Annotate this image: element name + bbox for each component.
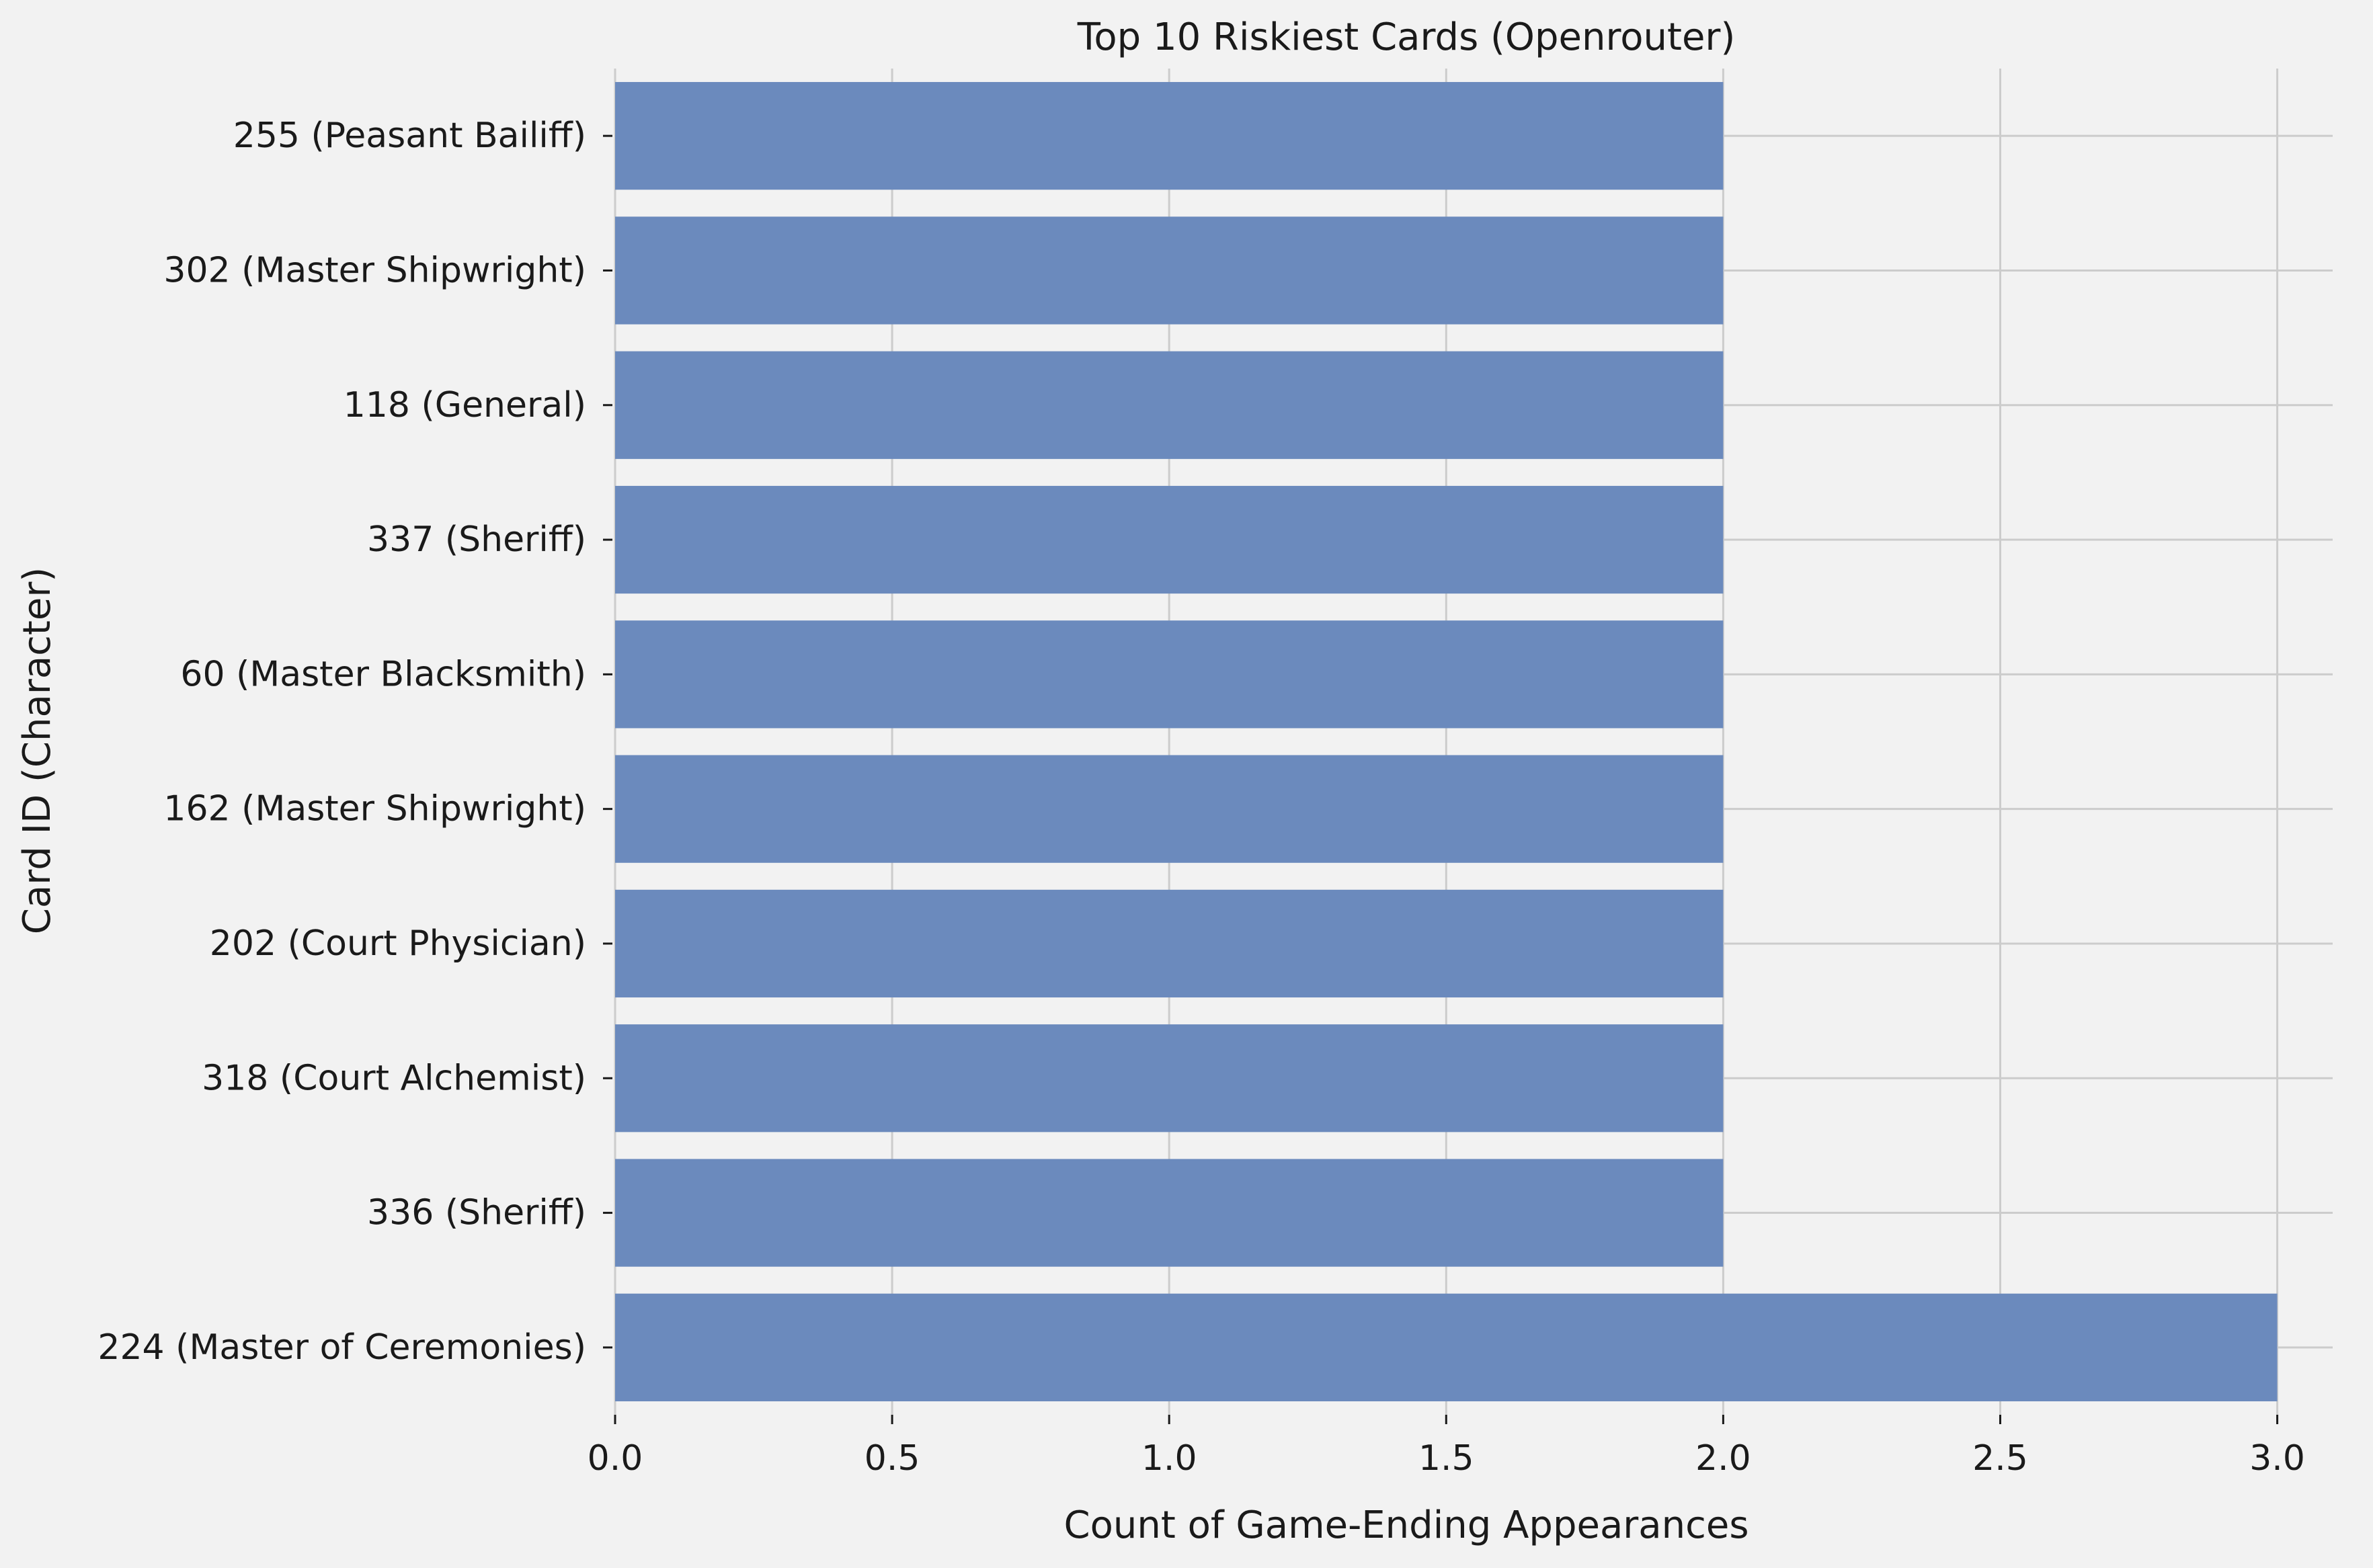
y-tick-label: 60 (Master Blacksmith)	[180, 654, 586, 694]
bar	[615, 485, 1724, 594]
y-tick-label: 318 (Court Alchemist)	[202, 1058, 586, 1098]
x-axis-title: Count of Game-Ending Appearances	[1063, 1503, 1748, 1547]
y-tick-label: 255 (Peasant Bailiff)	[233, 116, 586, 156]
bar	[615, 889, 1724, 998]
bar	[615, 1159, 1724, 1267]
y-tick-label: 202 (Court Physician)	[210, 923, 586, 964]
y-axis-title: Card ID (Character)	[15, 567, 59, 934]
chart-title: Top 10 Riskiest Cards (Openrouter)	[1077, 15, 1736, 59]
bar	[615, 620, 1724, 729]
x-ticks: 0.0 0.5 1.0 1.5 2.0 2.5 3.0	[588, 1415, 2305, 1479]
x-tick-label: 2.0	[1695, 1438, 1751, 1479]
x-tick-label: 2.5	[1972, 1438, 2028, 1479]
y-tick-label: 336 (Sheriff)	[367, 1193, 586, 1233]
y-tick-label: 118 (General)	[344, 385, 586, 425]
y-tick-label: 224 (Master of Ceremonies)	[97, 1327, 586, 1368]
bar	[615, 82, 1724, 190]
x-tick-label: 1.5	[1418, 1438, 1474, 1479]
bars	[615, 82, 2278, 1401]
bar	[615, 216, 1724, 325]
y-tick-label: 162 (Master Shipwright)	[163, 789, 586, 829]
bar	[615, 1024, 1724, 1132]
x-tick-label: 1.0	[1141, 1438, 1197, 1479]
bar	[615, 1293, 2278, 1401]
bar	[615, 755, 1724, 863]
x-tick-label: 0.5	[864, 1438, 920, 1479]
x-tick-label: 3.0	[2249, 1438, 2305, 1479]
y-tick-label: 302 (Master Shipwright)	[163, 250, 586, 290]
y-tick-label: 337 (Sheriff)	[367, 520, 586, 560]
bar	[615, 351, 1724, 459]
y-ticks: 255 (Peasant Bailiff) 302 (Master Shipwri…	[97, 116, 612, 1368]
x-tick-label: 0.0	[588, 1438, 643, 1479]
